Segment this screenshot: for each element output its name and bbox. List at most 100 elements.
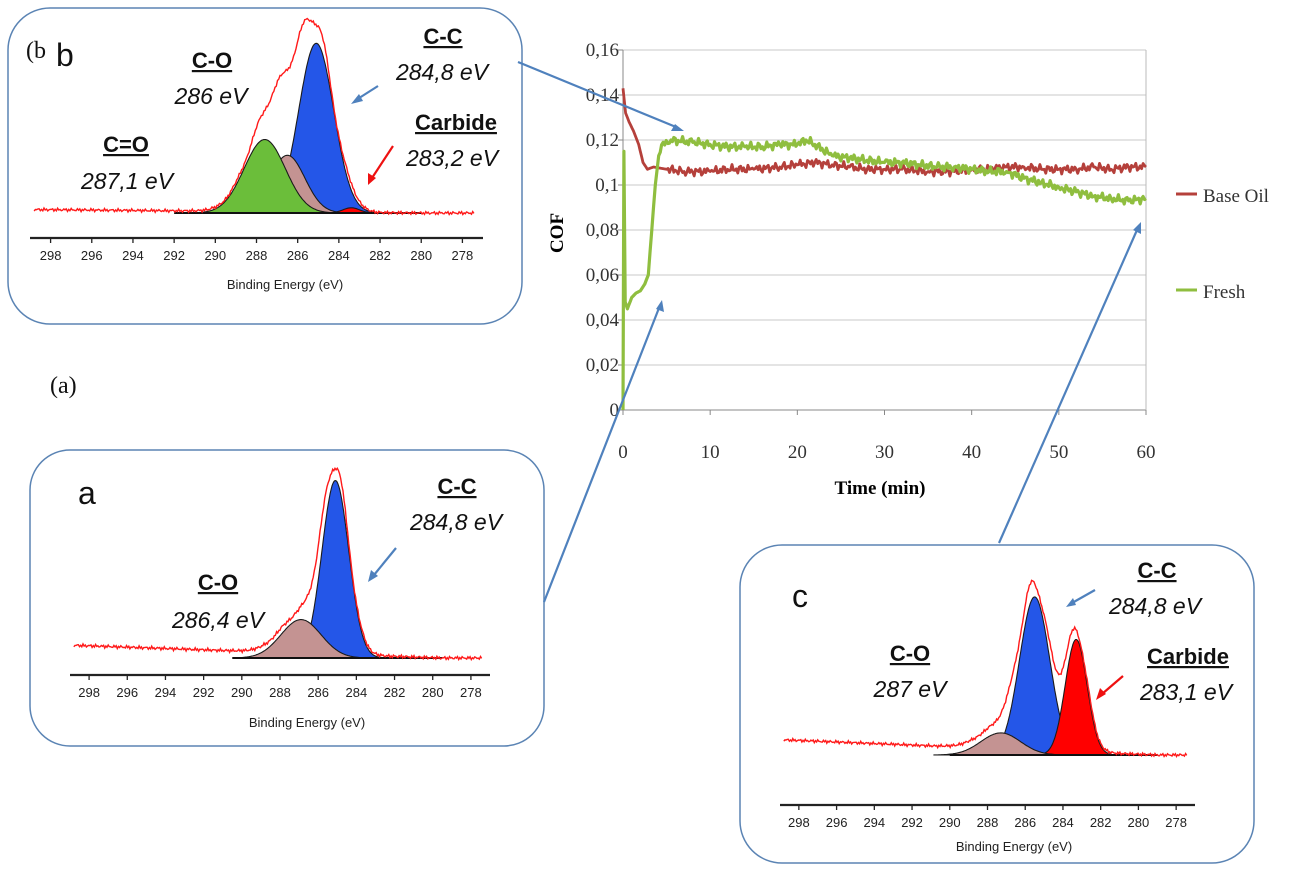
cof-y-tick-label: 0,12: [586, 130, 619, 151]
cof-x-tick-label: 50: [1049, 442, 1068, 463]
inset-c-carbide-arrow: [1096, 675, 1124, 700]
xps-x-tick-label: 290: [204, 248, 226, 263]
inset-c-carbide-title: Carbide: [1147, 644, 1229, 669]
inset-c-cc-title: C-C: [1137, 558, 1176, 583]
xps-x-tick-label: 284: [328, 248, 350, 263]
cof-x-tick-label: 30: [875, 442, 894, 463]
cof-y-tick-label: 0,02: [586, 355, 619, 376]
inset-b-x-axis-label: Binding Energy (eV): [227, 277, 343, 292]
xps-x-tick-label: 298: [40, 248, 62, 263]
cof-series-base-oil: [621, 88, 1147, 178]
inset-c-co-value: 287 eV: [873, 676, 950, 702]
xps-x-tick-label: 282: [1090, 815, 1112, 830]
cof-series-lines: [621, 88, 1147, 411]
cof-y-axis-label: COF: [547, 213, 568, 253]
inset-c-letter: c: [792, 578, 808, 614]
inset-b-co-title: C-O: [192, 48, 232, 73]
xps-x-tick-label: 286: [287, 248, 309, 263]
inset-a-co-title: C-O: [198, 570, 238, 595]
xps-b-plot: 298 296 294 292 290 288 286 284 282 280 278: [30, 17, 483, 263]
inset-b-cc-value: 284,8 eV: [395, 59, 491, 85]
inset-a-x-axis-label: Binding Energy (eV): [249, 715, 365, 730]
inset-a-co-value: 286,4 eV: [171, 607, 267, 633]
xps-x-tick-label: 278: [452, 248, 474, 263]
cof-y-tick-label: 0,08: [586, 220, 619, 241]
inset-b-co2-value: 287,1 eV: [80, 168, 176, 194]
xps-x-tick-label: 296: [116, 685, 138, 700]
xps-x-tick-label: 298: [78, 685, 100, 700]
inset-b-co2-title: C=O: [103, 132, 149, 157]
inset-c-carbide-value: 283,1 eV: [1139, 679, 1235, 705]
panel-a-caption: (a): [50, 373, 77, 399]
cof-x-tick-label: 40: [962, 442, 981, 463]
legend-label-fresh: Fresh: [1203, 282, 1246, 303]
xps-x-tick-label: 278: [1165, 815, 1187, 830]
xps-x-tick-label: 286: [307, 685, 329, 700]
inset-b-carbide-title: Carbide: [415, 110, 497, 135]
inset-c-cc-value: 284,8 eV: [1108, 593, 1204, 619]
xps-x-tick-label: 278: [460, 685, 482, 700]
xps-x-tick-label: 290: [231, 685, 253, 700]
xps-x-tick-label: 292: [193, 685, 215, 700]
xps-x-tick-label: 288: [246, 248, 268, 263]
legend-label-base-oil: Base Oil: [1203, 186, 1269, 207]
inset-a-frame: [29, 449, 545, 747]
xps-x-tick-label: 288: [269, 685, 291, 700]
connector-a-to-cof: [542, 300, 664, 603]
xps-peak-carbide: [1037, 638, 1114, 756]
xps-x-tick-label: 296: [81, 248, 103, 263]
xps-x-tick-label: 292: [901, 815, 923, 830]
inset-panel-c: c 298 296 294 292 290 288 286 284 282 280 278 Bind…: [739, 544, 1255, 864]
panel-b-caption: (b: [26, 38, 46, 64]
xps-x-tick-label: 284: [346, 685, 368, 700]
inset-c-co-title: C-O: [890, 641, 930, 666]
inset-c-x-axis-label: Binding Energy (eV): [956, 839, 1072, 854]
xps-x-tick-label: 280: [422, 685, 444, 700]
xps-x-tick-label: 282: [369, 248, 391, 263]
xps-peak-c-o: [232, 619, 370, 659]
connector-b-to-cof: [517, 60, 684, 131]
inset-b-carbide-arrow: [368, 145, 394, 185]
inset-a-cc-arrow: [368, 547, 397, 582]
xps-a-plot: 298 296 294 292 290 288 286 284 282 280 278: [70, 466, 490, 700]
inset-b-co-value: 286 eV: [174, 83, 251, 109]
inset-c-frame: [739, 544, 1255, 864]
xps-c-plot: 298 296 294 292 290 288 286 284 282 280 278: [780, 579, 1195, 830]
inset-a-cc-title: C-C: [437, 474, 476, 499]
xps-peak-c-o: [933, 732, 1069, 756]
cof-x-tick-label: 20: [788, 442, 807, 463]
cof-x-tick-label: 0: [618, 442, 628, 463]
inset-b-carbide-value: 283,2 eV: [405, 145, 501, 171]
cof-y-tick-labels: 00,020,040,060,080,10,120,140,16: [586, 40, 623, 421]
xps-raw-envelope: [33, 17, 475, 216]
inset-b-cc-arrow: [351, 85, 379, 104]
connector-c-to-cof: [997, 222, 1141, 544]
cof-x-tick-label: 10: [701, 442, 720, 463]
xps-x-tick-label: 288: [977, 815, 999, 830]
inset-a-letter: a: [78, 475, 96, 511]
cof-x-tick-label: 60: [1137, 442, 1156, 463]
cof-y-tick-label: 0,16: [586, 40, 619, 61]
cof-x-axis-label: Time (min): [835, 478, 926, 499]
cof-chart: 00,020,040,060,080,10,120,140,16 0 10 20 30…: [547, 40, 1269, 499]
xps-x-tick-label: 286: [1014, 815, 1036, 830]
inset-b-letter: b: [56, 37, 74, 73]
xps-x-tick-label: 284: [1052, 815, 1074, 830]
cof-series-fresh: [621, 135, 1147, 411]
cof-y-tick-label: 0,04: [586, 310, 620, 331]
inset-c-cc-arrow: [1066, 589, 1096, 607]
xps-x-tick-label: 280: [410, 248, 432, 263]
xps-x-tick-label: 282: [384, 685, 406, 700]
xps-raw-envelope: [783, 579, 1188, 759]
xps-x-tick-label: 290: [939, 815, 961, 830]
cof-gridlines: [623, 49, 1146, 366]
inset-panel-b: (b b 298 296 294 292 290 288 286 284 282 280 278 B…: [7, 7, 523, 325]
xps-x-tick-label: 280: [1128, 815, 1150, 830]
inset-b-cc-title: C-C: [423, 24, 462, 49]
xps-x-tick-label: 296: [826, 815, 848, 830]
xps-x-tick-label: 292: [163, 248, 185, 263]
cof-y-tick-label: 0,1: [595, 175, 619, 196]
xps-x-tick-label: 294: [122, 248, 144, 263]
xps-peak-c-o: [194, 138, 336, 214]
